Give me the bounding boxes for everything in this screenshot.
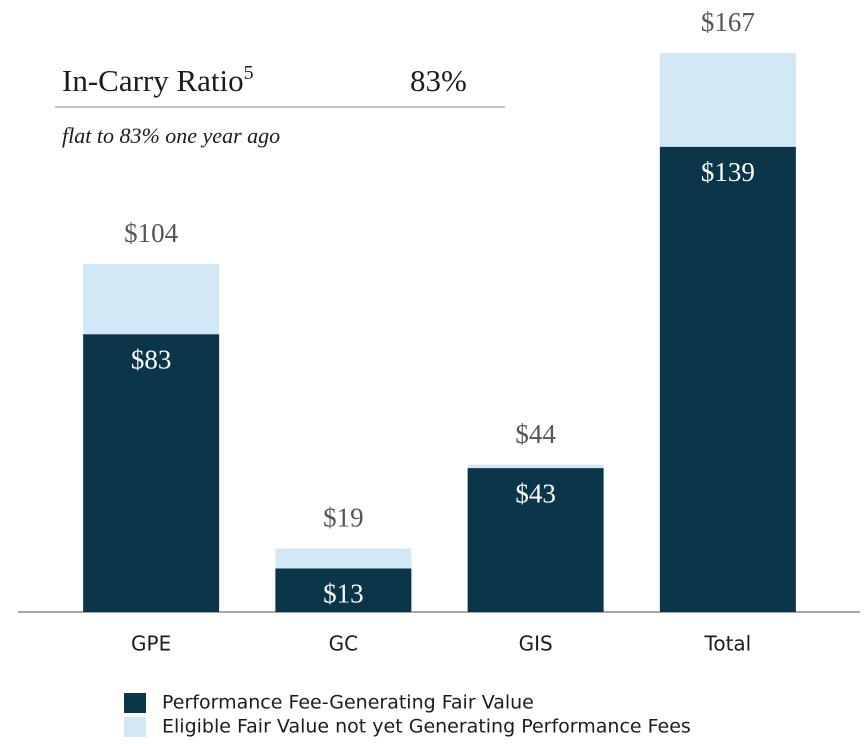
total-label: $167 (701, 7, 755, 37)
chart-title-group: In-Carry Ratio5 (62, 62, 254, 99)
bar-segment (467, 468, 604, 612)
total-label: $44 (515, 419, 556, 449)
subtitle: flat to 83% one year ago (62, 123, 280, 148)
total-label: $19 (323, 503, 364, 533)
title-superscript: 5 (244, 62, 254, 84)
total-label: $104 (124, 218, 179, 248)
bar-segment (275, 568, 412, 612)
bar-segment (659, 146, 796, 612)
x-tick-label: GC (329, 632, 358, 656)
bar-segment (659, 53, 796, 147)
segment-label: $43 (515, 478, 556, 508)
bar-segment (275, 548, 412, 569)
bar-segment (83, 263, 220, 335)
bar-segment (83, 334, 220, 612)
legend-label: Performance Fee-Generating Fair Value (162, 692, 534, 714)
segment-label: $13 (323, 579, 364, 609)
x-tick-label: Total (704, 632, 752, 656)
legend-swatch (124, 693, 146, 713)
legend-swatch (124, 717, 146, 737)
segment-label: $139 (701, 157, 755, 187)
x-tick-label: GIS (519, 632, 553, 656)
x-tick-label: GPE (131, 632, 171, 656)
segment-label: $83 (131, 344, 172, 374)
chart-title: In-Carry Ratio (62, 63, 244, 98)
legend-label: Eligible Fair Value not yet Generating P… (162, 716, 691, 738)
ratio: 83% (410, 63, 467, 98)
bar-segment (467, 464, 604, 469)
